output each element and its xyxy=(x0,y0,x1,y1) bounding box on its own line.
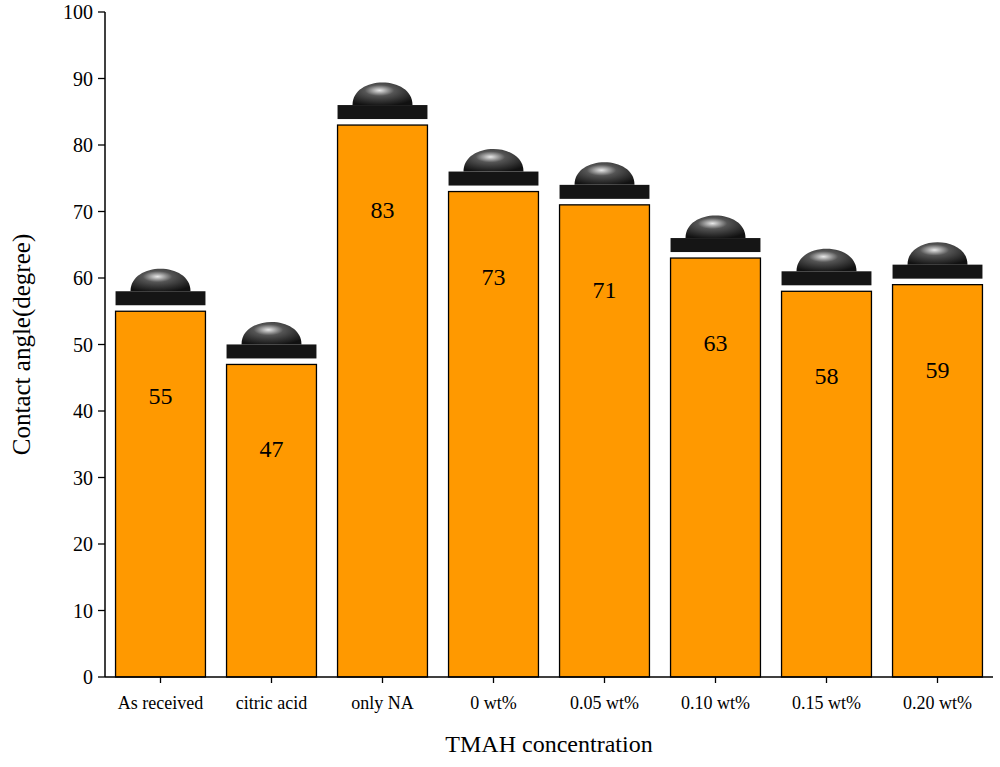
y-tick-label: 0 xyxy=(83,666,93,688)
x-tick-label: 0 wt% xyxy=(470,693,517,713)
substrate xyxy=(560,185,650,199)
y-tick xyxy=(98,410,105,411)
y-tick-label: 40 xyxy=(73,400,93,422)
droplet xyxy=(131,269,191,292)
chart: 0 10 20 30 40 50 60 70 80 90 100 As received citric … xyxy=(0,0,1000,767)
substrate xyxy=(449,172,539,186)
bar xyxy=(338,125,428,677)
droplet xyxy=(242,322,302,345)
y-tick xyxy=(98,11,105,12)
y-tick xyxy=(98,78,105,79)
x-tick xyxy=(382,677,383,683)
droplet xyxy=(464,149,524,172)
x-axis-title: TMAH concentration xyxy=(445,731,652,757)
y-tick xyxy=(98,676,105,677)
data-label: 58 xyxy=(815,363,839,389)
x-tick xyxy=(604,677,605,683)
substrate xyxy=(893,265,983,279)
bar xyxy=(560,205,650,677)
y-tick-label: 80 xyxy=(73,134,93,156)
droplet xyxy=(908,242,968,265)
data-label: 47 xyxy=(260,436,284,462)
data-label: 55 xyxy=(149,383,173,409)
droplet xyxy=(797,249,857,271)
y-tick-label: 50 xyxy=(73,334,93,356)
bar xyxy=(227,364,317,677)
droplet xyxy=(686,216,746,239)
y-tick xyxy=(98,543,105,544)
y-tick xyxy=(98,344,105,345)
x-tick-label: only NA xyxy=(351,693,414,713)
y-tick-label: 30 xyxy=(73,467,93,489)
bar xyxy=(116,311,206,677)
bar xyxy=(782,291,872,677)
x-tick xyxy=(160,677,161,683)
x-tick xyxy=(826,677,827,683)
substrate xyxy=(227,344,317,358)
x-tick-label: 0.05 wt% xyxy=(570,693,639,713)
x-tick-label: citric acid xyxy=(236,693,307,713)
x-tick xyxy=(493,677,494,683)
y-axis-title: Contact angle(degree) xyxy=(8,234,36,455)
x-tick-label: 0.20 wt% xyxy=(903,693,972,713)
y-tick-label: 20 xyxy=(73,533,93,555)
data-label: 83 xyxy=(371,197,395,223)
x-tick-label: As received xyxy=(118,693,203,713)
substrate xyxy=(338,105,428,119)
y-tick-label: 10 xyxy=(73,600,93,622)
droplet xyxy=(575,162,635,185)
x-tick xyxy=(715,677,716,683)
substrate xyxy=(116,291,206,305)
data-label: 63 xyxy=(704,330,728,356)
x-tick xyxy=(271,677,272,683)
y-tick-label: 70 xyxy=(73,201,93,223)
y-tick xyxy=(98,211,105,212)
y-tick xyxy=(98,144,105,145)
data-label: 59 xyxy=(926,357,950,383)
y-tick-label: 60 xyxy=(73,267,93,289)
data-label: 73 xyxy=(482,264,506,290)
droplet xyxy=(353,83,413,106)
x-axis xyxy=(105,676,993,678)
x-tick xyxy=(937,677,938,683)
substrate xyxy=(782,271,872,285)
x-tick-label: 0.15 wt% xyxy=(792,693,861,713)
bar xyxy=(671,258,761,677)
y-tick xyxy=(98,610,105,611)
y-tick xyxy=(98,477,105,478)
y-tick-label: 100 xyxy=(63,1,93,23)
y-tick-label: 90 xyxy=(73,68,93,90)
data-label: 71 xyxy=(593,277,617,303)
droplets xyxy=(116,83,983,359)
x-tick-label: 0.10 wt% xyxy=(681,693,750,713)
bar xyxy=(449,192,539,677)
substrate xyxy=(671,238,761,252)
y-tick xyxy=(98,277,105,278)
bar xyxy=(893,285,983,677)
